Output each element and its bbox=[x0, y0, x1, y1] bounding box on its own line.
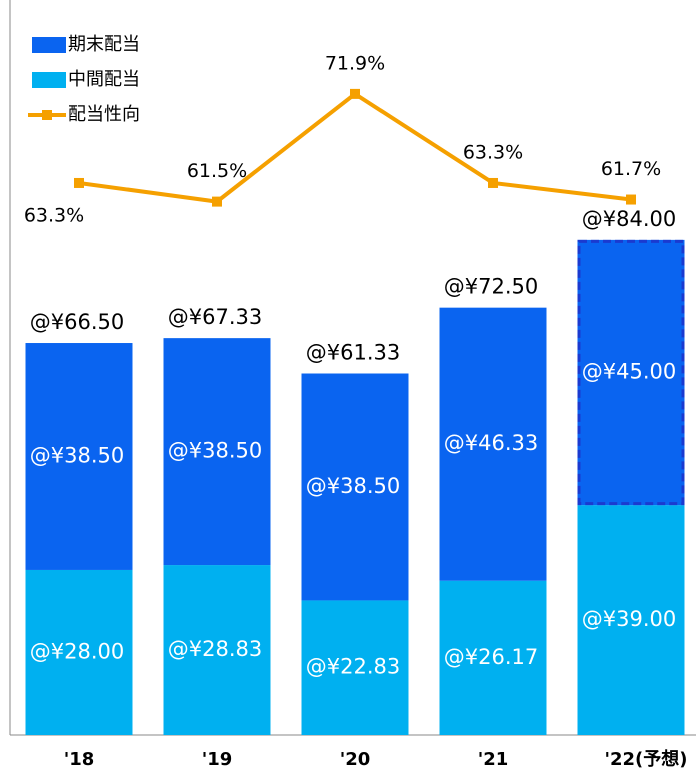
bar-segment bbox=[163, 565, 271, 735]
line-label: 63.3% bbox=[463, 141, 523, 163]
line-marker bbox=[212, 196, 222, 207]
x-tick-label: '19 bbox=[202, 749, 233, 770]
forecast-border bbox=[577, 239, 685, 506]
legend-swatch bbox=[32, 72, 66, 88]
bar-segment bbox=[577, 239, 685, 506]
bar-segment bbox=[301, 600, 409, 735]
segment-label: @¥22.83 bbox=[306, 655, 400, 679]
legend-label: 期末配当 bbox=[68, 34, 140, 55]
total-label: @¥72.50 bbox=[444, 275, 538, 299]
bar-segment bbox=[439, 580, 547, 735]
bar-segment bbox=[439, 307, 547, 581]
x-tick-label: '21 bbox=[478, 749, 509, 770]
segment-label: @¥38.50 bbox=[306, 474, 400, 498]
legend-swatch bbox=[32, 37, 66, 53]
line-marker bbox=[74, 177, 84, 188]
segment-label: @¥26.17 bbox=[444, 645, 538, 669]
segment-label: @¥46.33 bbox=[444, 431, 538, 455]
x-tick-label: '18 bbox=[64, 749, 95, 770]
line-label: 61.7% bbox=[601, 158, 661, 180]
segment-label: @¥38.50 bbox=[30, 443, 124, 467]
x-tick-label: '20 bbox=[340, 749, 371, 770]
bar-segment bbox=[25, 569, 133, 735]
segment-label: @¥38.50 bbox=[168, 439, 262, 463]
total-label: @¥84.00 bbox=[582, 207, 676, 231]
line bbox=[78, 91, 632, 204]
segment-label: @¥28.83 bbox=[168, 637, 262, 661]
segment-label: @¥45.00 bbox=[582, 360, 676, 384]
segment-label: @¥28.00 bbox=[30, 639, 124, 663]
legend-label: 配当性向 bbox=[68, 104, 140, 125]
legend-label: 中間配当 bbox=[68, 69, 140, 90]
bar-segment bbox=[25, 343, 133, 570]
bar-segment bbox=[577, 505, 685, 735]
total-label: @¥66.50 bbox=[30, 310, 124, 334]
legend-marker bbox=[42, 110, 52, 120]
line-label: 63.3% bbox=[24, 204, 84, 226]
x-tick-label: '22(予想) bbox=[604, 748, 687, 770]
line-label: 61.5% bbox=[187, 160, 247, 182]
segment-label: @¥39.00 bbox=[582, 607, 676, 631]
line-marker bbox=[626, 194, 636, 205]
line-label: 71.9% bbox=[325, 52, 385, 74]
line-marker bbox=[350, 88, 360, 99]
line-marker bbox=[488, 177, 498, 188]
total-label: @¥61.33 bbox=[306, 341, 400, 365]
total-label: @¥67.33 bbox=[168, 305, 262, 329]
bar-segment bbox=[163, 338, 271, 566]
bar-segment bbox=[301, 373, 409, 601]
